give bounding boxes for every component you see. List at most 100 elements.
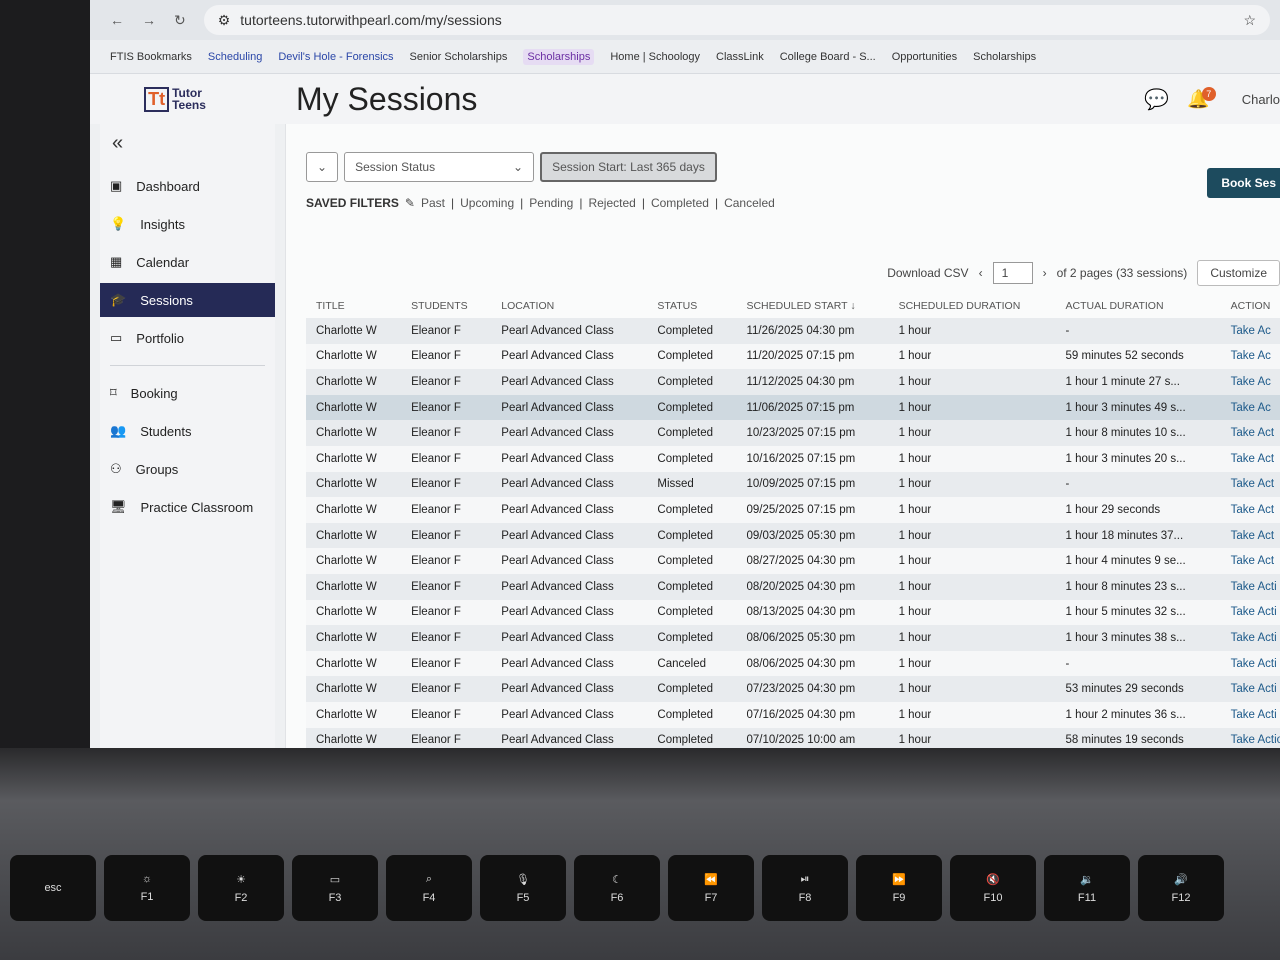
- take-action-link[interactable]: Take Ac: [1230, 350, 1271, 363]
- take-action-link[interactable]: Take Ac: [1230, 401, 1271, 414]
- sidebar-item-practice-classroom[interactable]: 🖥 Practice Classroom: [100, 490, 275, 524]
- table-row[interactable]: Charlotte W Eleanor F Pearl Advanced Class…: [306, 548, 1280, 574]
- column-header[interactable]: SCHEDULED START ↓: [746, 300, 856, 312]
- table-row[interactable]: Charlotte W Eleanor F Pearl Advanced Class…: [306, 318, 1280, 344]
- table-row[interactable]: Charlotte W Eleanor F Pearl Advanced Class…: [306, 650, 1280, 677]
- sidebar-item-label: Sessions: [140, 292, 193, 308]
- sort-desc-icon[interactable]: ↓: [847, 300, 856, 312]
- take-action-link[interactable]: Take Act: [1230, 427, 1275, 440]
- take-action-link[interactable]: Take Act: [1230, 452, 1275, 465]
- bookmark-item[interactable]: Devil's Hole - Forensics: [278, 50, 394, 63]
- bookmark-item[interactable]: FTIS Bookmarks: [110, 50, 192, 63]
- saved-filter-canceled[interactable]: Canceled: [724, 196, 775, 210]
- bookmark-item[interactable]: Scheduling: [207, 50, 263, 63]
- star-icon[interactable]: ☆: [1243, 11, 1256, 28]
- take-action-link[interactable]: Take Acti: [1230, 708, 1277, 721]
- take-action-link[interactable]: Take Ac: [1230, 324, 1271, 337]
- bookmark-item[interactable]: ClassLink: [716, 50, 764, 63]
- take-action-link[interactable]: Take Acti: [1230, 683, 1277, 696]
- address-bar[interactable]: ⚙ tutorteens.tutorwithpearl.com/my/sessi…: [203, 5, 1270, 35]
- table-row[interactable]: Charlotte W Eleanor F Pearl Advanced Class…: [306, 522, 1280, 549]
- logo-mark: Tt: [144, 86, 170, 112]
- dashboard-icon: ▣: [110, 178, 123, 193]
- download-csv-link[interactable]: Download CSV: [887, 266, 969, 280]
- sidebar-item-students[interactable]: 👥 Students: [100, 414, 275, 448]
- prev-page-icon[interactable]: ‹: [978, 266, 983, 280]
- reload-icon[interactable]: ↻: [174, 11, 186, 28]
- forward-icon[interactable]: →: [142, 12, 156, 28]
- take-action-link[interactable]: Take Acti: [1230, 657, 1277, 670]
- next-page-icon[interactable]: ›: [1042, 266, 1047, 280]
- table-row[interactable]: Charlotte W Eleanor F Pearl Advanced Class…: [306, 369, 1280, 395]
- users-icon: 👥: [110, 423, 127, 438]
- table-row[interactable]: Charlotte W Eleanor F Pearl Advanced Class…: [306, 343, 1280, 370]
- column-header[interactable]: STATUS: [657, 300, 698, 312]
- saved-filter-upcoming[interactable]: Upcoming: [460, 196, 515, 210]
- table-row[interactable]: Charlotte W Eleanor F Pearl Advanced Class…: [306, 727, 1280, 748]
- take-action-link[interactable]: Take Act: [1230, 555, 1275, 568]
- table-cell: Charlotte W: [316, 427, 377, 440]
- table-cell: 08/20/2025 04:30 pm: [746, 580, 856, 593]
- take-action-link[interactable]: Take Ac: [1230, 375, 1271, 388]
- sidebar-item-booking[interactable]: ⌑ Booking: [100, 376, 275, 410]
- bookmark-item[interactable]: Scholarships: [523, 48, 595, 65]
- sidebar-item-sessions[interactable]: 🎓 Sessions: [100, 283, 275, 317]
- bookmark-item[interactable]: Scholarships: [973, 50, 1037, 63]
- column-header[interactable]: TITLE: [316, 300, 345, 312]
- user-name[interactable]: Charlo: [1241, 91, 1280, 107]
- bookmark-item[interactable]: Opportunities: [891, 50, 958, 63]
- take-action-link[interactable]: Take Acti: [1230, 580, 1277, 593]
- saved-filter-pending[interactable]: Pending: [529, 196, 574, 210]
- take-action-link[interactable]: Take Acti: [1230, 631, 1277, 644]
- logo[interactable]: Tt Tutor Teens: [90, 86, 260, 112]
- table-row[interactable]: Charlotte W Eleanor F Pearl Advanced Class…: [306, 625, 1280, 651]
- table-row[interactable]: Charlotte W Eleanor F Pearl Advanced Class…: [306, 497, 1280, 523]
- saved-filter-completed[interactable]: Completed: [650, 196, 709, 210]
- table-row[interactable]: Charlotte W Eleanor F Pearl Advanced Class…: [306, 420, 1280, 446]
- collapse-icon[interactable]: «: [112, 132, 124, 154]
- table-cell: Eleanor F: [411, 350, 461, 363]
- table-row[interactable]: Charlotte W Eleanor F Pearl Advanced Class…: [306, 445, 1280, 472]
- column-header[interactable]: ACTION: [1230, 300, 1271, 312]
- table-row[interactable]: Charlotte W Eleanor F Pearl Advanced Class…: [306, 471, 1280, 498]
- column-header[interactable]: LOCATION: [501, 300, 555, 312]
- edit-icon[interactable]: ✎: [404, 196, 415, 210]
- customize-button[interactable]: Customize: [1197, 260, 1280, 286]
- bookmark-item[interactable]: Senior Scholarships: [409, 50, 508, 63]
- session-status-select[interactable]: Session Status ⌄: [344, 152, 535, 182]
- separator: |: [714, 196, 719, 210]
- take-action-link[interactable]: Take Act: [1230, 529, 1275, 542]
- column-header[interactable]: ACTUAL DURATION: [1065, 300, 1164, 312]
- take-action-link[interactable]: Take Act: [1230, 478, 1275, 491]
- book-session-button[interactable]: Book Ses: [1207, 168, 1280, 198]
- page-input[interactable]: 1: [992, 262, 1033, 284]
- sidebar-item-insights[interactable]: 💡 Insights: [100, 207, 275, 241]
- column-header[interactable]: SCHEDULED DURATION: [898, 300, 1021, 312]
- column-header[interactable]: STUDENTS: [411, 300, 468, 312]
- bookmark-item[interactable]: Home | Schoology: [610, 50, 701, 63]
- table-row[interactable]: Charlotte W Eleanor F Pearl Advanced Class…: [306, 573, 1280, 600]
- sidebar-item-groups[interactable]: ⚇ Groups: [100, 452, 275, 486]
- saved-filter-past[interactable]: Past: [420, 196, 445, 210]
- take-action-link[interactable]: Take Actio: [1230, 734, 1280, 747]
- table-row[interactable]: Charlotte W Eleanor F Pearl Advanced Class…: [306, 394, 1280, 421]
- table-row[interactable]: Charlotte W Eleanor F Pearl Advanced Class…: [306, 701, 1280, 728]
- sidebar-item-portfolio[interactable]: ▭ Portfolio: [100, 321, 275, 355]
- sidebar-item-dashboard[interactable]: ▣ Dashboard: [100, 169, 275, 203]
- sidebar-item-calendar[interactable]: ▦ Calendar: [100, 245, 275, 279]
- key-icon: 🔊: [1174, 873, 1188, 886]
- chat-icon[interactable]: 💬: [1144, 88, 1170, 111]
- bookmark-item[interactable]: College Board - S...: [779, 50, 876, 63]
- table-cell: Completed: [657, 708, 714, 721]
- take-action-link[interactable]: Take Acti: [1230, 606, 1277, 619]
- saved-filter-rejected[interactable]: Rejected: [588, 196, 636, 210]
- bell-icon[interactable]: 🔔7: [1187, 86, 1223, 110]
- table-row[interactable]: Charlotte W Eleanor F Pearl Advanced Class…: [306, 676, 1280, 702]
- table-row[interactable]: Charlotte W Eleanor F Pearl Advanced Class…: [306, 599, 1280, 626]
- session-start-filter[interactable]: Session Start: Last 365 days: [540, 152, 717, 182]
- filter-toggle[interactable]: ⌄: [306, 152, 339, 182]
- back-icon[interactable]: ←: [110, 12, 124, 28]
- sidebar-item-label: Portfolio: [136, 330, 184, 346]
- take-action-link[interactable]: Take Act: [1230, 503, 1275, 516]
- site-settings-icon[interactable]: ⚙: [217, 11, 231, 28]
